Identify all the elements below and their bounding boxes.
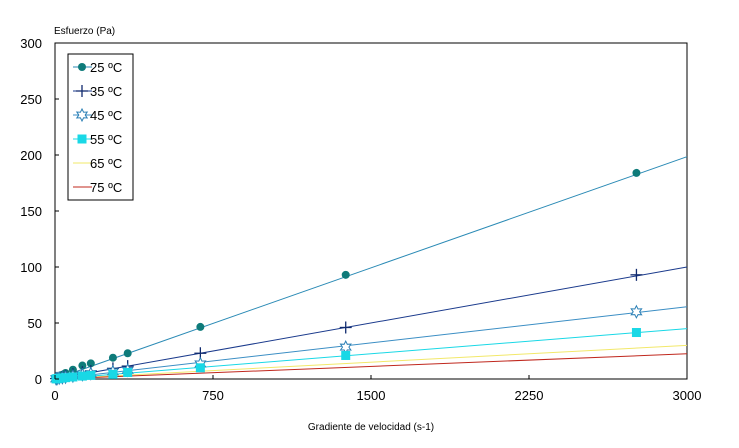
x-tick-label-0: 0 bbox=[51, 388, 58, 403]
y-tick-label-1: 50 bbox=[28, 316, 42, 331]
point-series-3-10 bbox=[195, 363, 205, 373]
fit-lines bbox=[54, 156, 688, 380]
y-axis-ticks: 0 50 100 150 200 250 300 bbox=[20, 36, 59, 387]
legend-label-4: 65 ºC bbox=[90, 156, 122, 171]
x-axis-label: Gradiente de velocidad (s-1) bbox=[308, 422, 434, 433]
legend-marker-3 bbox=[77, 134, 87, 144]
y-tick-label-2: 100 bbox=[20, 260, 42, 275]
point-series-0-9 bbox=[123, 349, 132, 358]
point-series-0-10 bbox=[196, 322, 205, 331]
legend-marker-2 bbox=[75, 107, 89, 123]
point-series-0-8 bbox=[108, 353, 117, 362]
point-series-3-7 bbox=[86, 370, 96, 380]
plot-frame bbox=[54, 42, 688, 380]
y-axis-label: Esfuerzo (Pa) bbox=[54, 26, 115, 37]
point-series-3-6 bbox=[77, 371, 87, 381]
point-series-0-12 bbox=[632, 168, 641, 177]
fit-line-series-2 bbox=[54, 306, 688, 380]
point-series-3-11 bbox=[341, 350, 351, 360]
fit-line-series-4 bbox=[54, 344, 688, 380]
x-tick-label-1: 750 bbox=[202, 388, 224, 403]
x-tick-label-3: 2250 bbox=[515, 388, 544, 403]
legend-marker-1 bbox=[76, 85, 88, 97]
legend-label-1: 35 ºC bbox=[90, 84, 122, 99]
fit-line-series-0 bbox=[54, 156, 688, 380]
point-series-3-4 bbox=[61, 373, 71, 383]
legend-label-3: 55 ºC bbox=[90, 132, 122, 147]
y-tick-label-6: 300 bbox=[20, 36, 42, 51]
point-series-3-12 bbox=[631, 328, 641, 338]
legend-marker-0 bbox=[78, 63, 86, 71]
legend-label-0: 25 ºC bbox=[90, 60, 122, 75]
point-series-2-12 bbox=[630, 304, 643, 319]
point-series-3-5 bbox=[68, 372, 78, 382]
legend-label-5: 75 ºC bbox=[90, 180, 122, 195]
point-series-0-7 bbox=[86, 359, 95, 368]
legend-label-2: 45 ºC bbox=[90, 108, 122, 123]
point-series-3-8 bbox=[108, 369, 118, 379]
legend-box bbox=[67, 53, 134, 201]
y-tick-label-3: 150 bbox=[20, 204, 42, 219]
point-series-0-11 bbox=[341, 270, 350, 279]
fit-line-series-5 bbox=[54, 353, 688, 380]
x-axis-ticks: 0 750 1500 2250 3000 bbox=[51, 375, 701, 403]
x-tick-label-2: 1500 bbox=[357, 388, 386, 403]
y-tick-label-5: 250 bbox=[20, 92, 42, 107]
legend: 25 ºC 35 ºC 45 ºC 55 ºC 65 ºC 75 ºC bbox=[67, 53, 134, 201]
point-series-3-9 bbox=[123, 368, 133, 378]
y-tick-label-0: 0 bbox=[35, 372, 42, 387]
point-series-0-6 bbox=[78, 361, 87, 370]
x-tick-label-4: 3000 bbox=[673, 388, 702, 403]
y-tick-label-4: 200 bbox=[20, 148, 42, 163]
fit-line-series-1 bbox=[54, 266, 688, 380]
fit-line-series-3 bbox=[54, 328, 688, 380]
point-series-1-12 bbox=[630, 268, 643, 281]
point-series-1-11 bbox=[339, 321, 352, 334]
